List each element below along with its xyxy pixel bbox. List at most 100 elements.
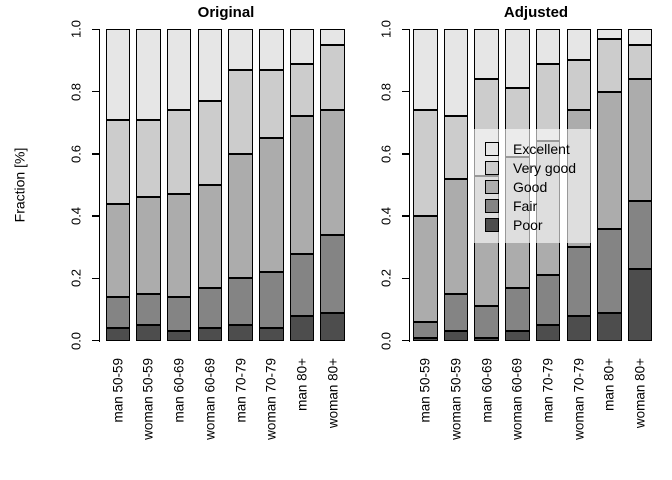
bar-segment-poor	[505, 331, 530, 341]
y-tick-label: 1.0	[378, 20, 394, 39]
y-axis-line	[408, 28, 410, 342]
legend-swatch	[485, 198, 499, 213]
bar-segment-good	[597, 91, 622, 229]
bar-segment-good	[197, 185, 223, 288]
x-tick-label: woman 50-59	[448, 358, 464, 440]
bar-segment-fair	[535, 275, 561, 326]
bar-segment-poor	[413, 337, 438, 341]
y-axis-tick	[401, 215, 409, 217]
bar-segment-excellent	[320, 29, 345, 45]
legend-item: Excellent	[485, 140, 592, 159]
x-tick-label: man 50-59	[110, 358, 126, 423]
bar-segment-very-good	[259, 69, 284, 139]
bar-segment-fair	[166, 297, 192, 332]
bar-segment-good	[320, 110, 345, 235]
y-tick-label: 0.8	[68, 82, 84, 101]
legend-label: Good	[513, 178, 548, 195]
y-axis-tick	[401, 90, 409, 93]
bar-segment-very-good	[289, 63, 315, 117]
bar-segment-very-good	[535, 63, 561, 142]
bar-segment-excellent	[166, 29, 192, 111]
y-axis-tick	[91, 277, 99, 280]
y-axis-label: Fraction [%]	[11, 147, 28, 223]
y-tick-label: 0.2	[68, 269, 84, 288]
x-tick-label: man 60-69	[479, 358, 495, 423]
bar-segment-good	[413, 216, 438, 322]
y-tick-label: 0.8	[378, 82, 394, 101]
y-axis-tick	[401, 339, 409, 342]
bar-segment-fair	[136, 293, 161, 326]
bar-segment-poor	[259, 328, 284, 341]
bar-segment-very-good	[566, 60, 591, 111]
y-tick-label: 0.2	[378, 269, 394, 288]
bar-segment-good	[136, 197, 161, 294]
bar-segment-very-good	[105, 119, 130, 204]
bar-segment-excellent	[136, 29, 161, 120]
bar-segment-fair	[627, 200, 653, 270]
legend-label: Very good	[513, 160, 577, 177]
bar-segment-excellent	[505, 29, 530, 89]
x-tick-label: man 50-59	[417, 358, 433, 423]
bar-segment-very-good	[320, 44, 345, 111]
bar-segment-poor	[166, 331, 192, 341]
bar-segment-fair	[289, 253, 315, 316]
y-tick-label: 0.0	[68, 331, 84, 350]
y-tick-label: 0.6	[378, 144, 394, 163]
bar-segment-fair	[105, 297, 130, 329]
legend-label: Poor	[513, 216, 543, 233]
bar-segment-excellent	[289, 29, 315, 64]
bar-segment-excellent	[566, 29, 591, 61]
bar-segment-poor	[535, 325, 561, 341]
bar-segment-poor	[627, 269, 653, 341]
bar-segment-excellent	[627, 29, 653, 45]
y-tick-label: 0.4	[68, 207, 84, 226]
legend-swatch	[485, 217, 499, 232]
bar-segment-poor	[105, 328, 130, 341]
bar-segment-poor	[320, 312, 345, 341]
panel-title-original: Original	[197, 4, 255, 21]
bar-segment-excellent	[535, 29, 561, 64]
x-tick-label: woman 80+	[325, 358, 341, 429]
y-tick-label: 0.0	[378, 331, 394, 350]
x-tick-label: woman 50-59	[140, 358, 156, 440]
bar-segment-good	[289, 116, 315, 254]
legend-item: Poor	[485, 215, 592, 234]
bar-segment-fair	[197, 287, 223, 329]
bar-segment-excellent	[474, 29, 499, 80]
bar-segment-excellent	[259, 29, 284, 70]
y-axis-line	[98, 28, 100, 342]
x-tick-label: man 80+	[294, 358, 310, 411]
bar-segment-good	[443, 178, 469, 294]
bar-segment-very-good	[597, 38, 622, 92]
bar-segment-poor	[197, 328, 223, 341]
bar-segment-good	[259, 138, 284, 273]
bar-segment-poor	[289, 315, 315, 341]
y-axis-tick	[91, 339, 99, 342]
bar-segment-good	[627, 79, 653, 201]
legend-item: Good	[485, 178, 592, 197]
y-tick-label: 0.4	[378, 207, 394, 226]
panel-title-adjusted: Adjusted	[503, 4, 569, 21]
y-axis-tick	[91, 28, 99, 31]
y-axis-tick	[401, 28, 409, 31]
x-tick-label: man 60-69	[171, 358, 187, 423]
legend-swatch	[485, 142, 499, 157]
bar-segment-poor	[443, 331, 469, 341]
y-axis-tick	[91, 153, 99, 155]
x-tick-label: woman 70-79	[263, 358, 279, 440]
bar-segment-excellent	[413, 29, 438, 111]
bar-segment-fair	[413, 322, 438, 338]
bar-segment-fair	[597, 228, 622, 313]
legend-swatch	[485, 161, 499, 176]
y-axis-tick	[91, 90, 99, 93]
bar-segment-very-good	[136, 119, 161, 198]
bar-segment-excellent	[443, 29, 469, 117]
legend-item: Very good	[485, 159, 592, 178]
bar-segment-poor	[597, 312, 622, 341]
x-tick-label: woman 70-79	[571, 358, 587, 440]
legend-label: Excellent	[513, 141, 570, 158]
y-tick-label: 1.0	[68, 20, 84, 39]
bar-segment-poor	[474, 337, 499, 341]
x-tick-label: man 70-79	[540, 358, 556, 423]
bar-segment-excellent	[597, 29, 622, 39]
